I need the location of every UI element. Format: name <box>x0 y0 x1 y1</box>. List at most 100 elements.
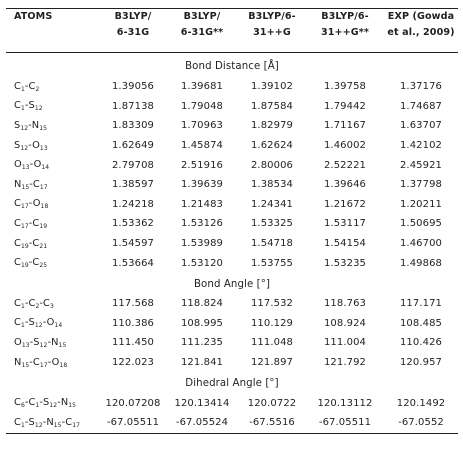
value-cell: 1.53362 <box>111 218 155 230</box>
value-cell: 1.83309 <box>111 120 155 132</box>
header-line: B3LYP/6- <box>248 11 296 22</box>
atom-index: 15 <box>39 124 48 132</box>
header-exp-gowda: EXP (Gowda et al., 2009) <box>384 9 458 53</box>
value-cell: 2.51916 <box>180 159 224 171</box>
value-cell: 111.235 <box>180 337 224 349</box>
header-line: B3LYP/ <box>183 11 221 22</box>
atom-symbol: -O <box>47 356 60 368</box>
value-cell: 121.897 <box>250 357 294 369</box>
table-row: O13-S12-N15 111.450 111.235 111.048 111.004 1… <box>6 333 458 353</box>
value-cell: 2.79708 <box>111 159 155 171</box>
value-cell: 120.07208 <box>105 397 161 409</box>
atom-symbol: -N <box>47 336 59 348</box>
atom-label: C1-S12-N15-C17 <box>6 413 100 433</box>
value-cell: 110.386 <box>111 317 155 329</box>
atom-label: N15-C17-O18 <box>6 353 100 373</box>
value-cell: 120.1492 <box>396 397 446 409</box>
atom-label: C17-O18 <box>6 195 100 215</box>
atom-index: 18 <box>59 361 68 369</box>
value-cell: 110.426 <box>399 337 443 349</box>
value-cell: 1.54597 <box>111 238 155 250</box>
atom-label: S12-N15 <box>6 116 100 136</box>
atom-index: 12 <box>34 322 43 330</box>
value-cell: 117.171 <box>399 298 443 310</box>
header-line: 31++G <box>253 27 291 38</box>
header-line: B3LYP/ <box>114 11 152 22</box>
value-cell: 1.38534 <box>250 179 294 191</box>
atom-symbol: -C <box>24 397 36 409</box>
value-cell: 121.792 <box>323 357 367 369</box>
atom-index: 15 <box>58 341 67 349</box>
atom-index: 3 <box>49 302 54 310</box>
value-cell: 1.46002 <box>323 140 367 152</box>
value-cell: 1.87584 <box>250 100 294 112</box>
atom-label: C1-S12-O14 <box>6 314 100 334</box>
header-b3lyp-631gss: B3LYP/6-31G** <box>166 9 238 53</box>
table-body: Bond Distance [Å] C1-C2 1.39056 1.39681 1.39… <box>6 53 458 433</box>
value-cell: 1.38597 <box>111 179 155 191</box>
atom-symbol: -C <box>24 297 36 309</box>
atom-index: 15 <box>21 361 30 369</box>
table-row: C17-C19 1.53362 1.53126 1.53325 1.53117 1.506… <box>6 214 458 234</box>
value-cell: 1.53664 <box>111 257 155 269</box>
value-cell: 1.42102 <box>399 140 443 152</box>
atom-label: N15-C17 <box>6 175 100 195</box>
value-cell: 111.048 <box>250 337 294 349</box>
value-cell: -67.05524 <box>175 417 229 429</box>
value-cell: 1.21483 <box>180 198 224 210</box>
atom-index: 1 <box>20 302 25 310</box>
value-cell: 1.53755 <box>250 257 294 269</box>
atom-symbol: -S <box>24 100 35 112</box>
atom-index: 15 <box>53 421 62 429</box>
atom-symbol: S <box>14 139 21 151</box>
value-cell: 120.13414 <box>174 397 230 409</box>
atom-label: S12-O13 <box>6 136 100 156</box>
atom-label: C1-S12 <box>6 97 100 117</box>
table-row: C17-O18 1.24218 1.21483 1.24341 1.21672 1.202… <box>6 195 458 215</box>
atom-symbol: -S <box>24 317 35 329</box>
value-cell: 1.37798 <box>399 179 443 191</box>
value-cell: -67.05511 <box>318 417 372 429</box>
table-row: C19-C21 1.54597 1.53989 1.54718 1.54154 1.467… <box>6 234 458 254</box>
value-cell: 117.532 <box>250 298 294 310</box>
value-cell: 1.39639 <box>180 179 224 191</box>
atom-index: 1 <box>35 402 40 410</box>
atom-symbol: C <box>14 198 21 210</box>
atom-symbol: -O <box>28 139 40 151</box>
value-cell: 1.39102 <box>250 81 294 93</box>
atom-index: 6 <box>20 402 25 410</box>
atom-index: 1 <box>20 322 25 330</box>
atom-label: C19-C25 <box>6 253 100 273</box>
table-row: N15-C17 1.38597 1.39639 1.38534 1.39646 1.377… <box>6 175 458 195</box>
value-cell: 1.53117 <box>323 218 367 230</box>
table-row: C6-C1-S12-N15 120.07208 120.13414 120.0722 1… <box>6 393 458 413</box>
atom-index: 18 <box>40 203 49 211</box>
value-cell: 120.0722 <box>247 397 297 409</box>
atom-symbol: -O <box>42 317 55 329</box>
value-cell: -67.0552 <box>398 417 444 429</box>
atom-index: 13 <box>39 144 48 152</box>
value-cell: 1.53120 <box>180 257 224 269</box>
atom-symbol: C <box>14 237 21 249</box>
value-cell: 2.45921 <box>399 159 443 171</box>
value-cell: 1.70963 <box>180 120 224 132</box>
value-cell: 118.824 <box>180 298 224 310</box>
table-row: C1-S12 1.87138 1.79048 1.87584 1.79442 1.7468… <box>6 97 458 117</box>
atom-index: 15 <box>21 183 30 191</box>
value-cell: 1.20211 <box>399 198 443 210</box>
atom-label: C19-C21 <box>6 234 100 254</box>
value-cell: 110.129 <box>250 317 294 329</box>
table-row: C1-C2-C3 117.568 118.824 117.532 118.763 117.… <box>6 294 458 314</box>
value-cell: 1.39681 <box>180 81 224 93</box>
atom-label: C17-C19 <box>6 214 100 234</box>
atom-symbol: -C <box>28 237 40 249</box>
table-row: O13-O14 2.79708 2.51916 2.80006 2.52221 2.459… <box>6 155 458 175</box>
atom-index: 12 <box>49 402 58 410</box>
atom-label: C1-C2 <box>6 77 100 97</box>
table-row: S12-O13 1.62649 1.45874 1.62624 1.46002 1.421… <box>6 136 458 156</box>
table-row: C1-S12-N15-C17 -67.05511 -67.05524 -67.5516… <box>6 413 458 433</box>
atom-symbol: -C <box>29 356 40 368</box>
value-cell: 1.53126 <box>180 218 224 230</box>
atom-symbol: -O <box>28 198 41 210</box>
atom-index: 2 <box>35 302 40 310</box>
